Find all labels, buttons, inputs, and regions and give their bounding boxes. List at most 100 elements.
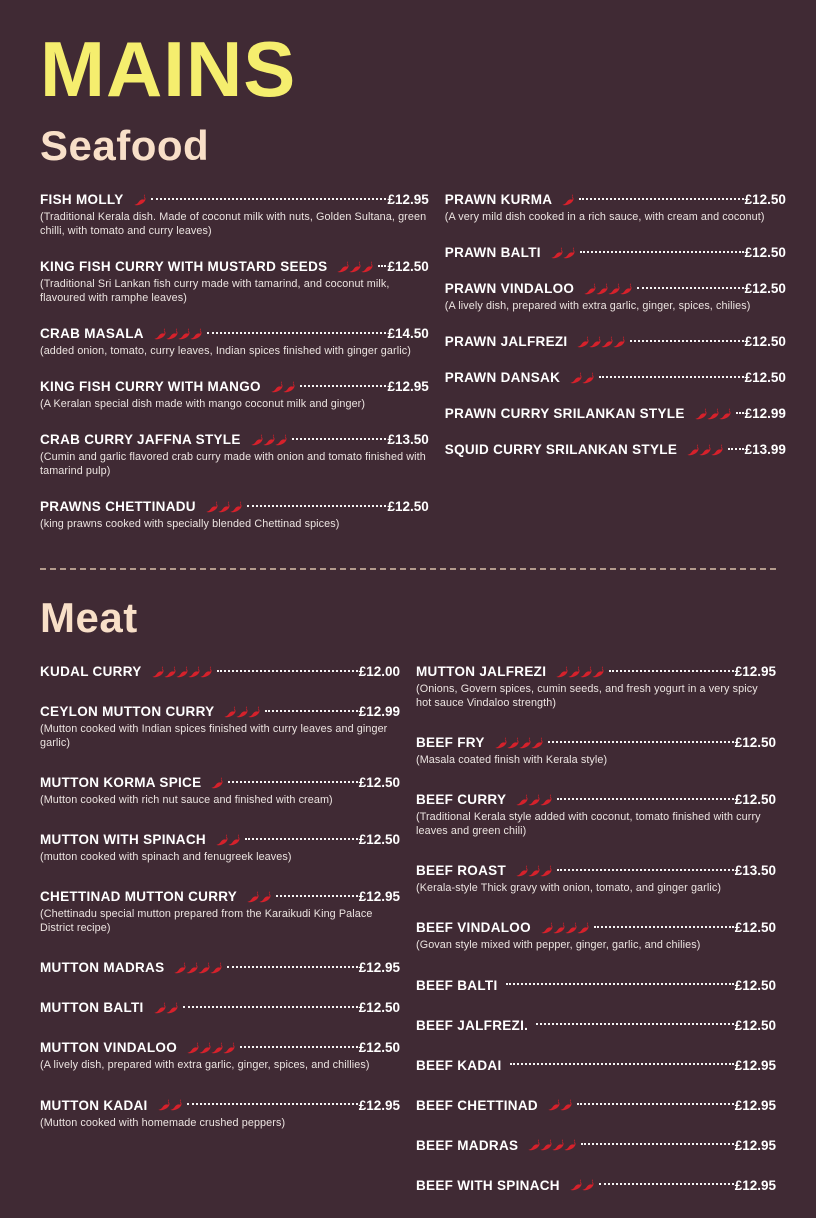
chili-pepper-icon — [565, 922, 577, 934]
chili-pepper-icon — [230, 501, 242, 513]
heat-level-icons — [525, 1138, 576, 1152]
item-row: BEEF WITH SPINACH £12.95 — [416, 1178, 776, 1193]
item-name: BEEF JALFREZI. — [416, 1017, 529, 1033]
heat-level-icons — [184, 1041, 235, 1055]
item-row: PRAWN JALFREZI £12.50 — [445, 334, 786, 349]
chili-pepper-icon — [361, 260, 373, 272]
chili-pepper-icon — [695, 407, 707, 419]
menu-item: CRAB MASALA £14.50 (added onion, tomato, c… — [40, 326, 429, 358]
menu-item: PRAWNS CHETTINADU £12.50 (king prawns cook… — [40, 499, 429, 531]
chili-pepper-icon — [134, 193, 146, 205]
item-name: BEEF VINDALOO — [416, 920, 531, 936]
heat-level-icons — [684, 443, 723, 457]
menu-item: SQUID CURRY SRILANKAN STYLE £13.99 — [445, 442, 786, 457]
heat-level-icons — [538, 921, 589, 935]
chili-pepper-icon — [528, 865, 540, 877]
chili-pepper-icon — [516, 794, 528, 806]
item-price: £13.50 — [387, 432, 429, 448]
menu-grid-seafood: FISH MOLLY £12.95 (Traditional Kerala dish… — [40, 192, 786, 552]
dotted-leader — [228, 780, 358, 783]
chili-pepper-icon — [528, 794, 540, 806]
heat-level-icons — [574, 335, 625, 349]
item-name: PRAWN JALFREZI — [444, 334, 568, 350]
menu-item: CEYLON MUTTON CURRY £12.99 (Mutton cooked … — [40, 704, 400, 750]
chili-pepper-icon — [620, 282, 632, 294]
chili-pepper-icon — [707, 407, 719, 419]
chili-pepper-icon — [188, 666, 200, 678]
item-description: (Chettinadu special mutton prepared from… — [40, 908, 373, 935]
item-name: MUTTON BALTI — [40, 1000, 144, 1016]
chili-pepper-icon — [224, 706, 236, 718]
item-price: £12.50 — [734, 920, 776, 936]
item-price: £12.95 — [734, 1057, 776, 1073]
item-row: BEEF BALTI £12.50 — [416, 978, 776, 993]
chili-pepper-icon — [540, 794, 552, 806]
item-row: PRAWN CURRY SRILANKAN STYLE £12.99 — [445, 406, 786, 421]
chili-pepper-icon — [178, 327, 190, 339]
chili-pepper-icon — [211, 1042, 223, 1054]
heat-level-icons — [553, 665, 604, 679]
item-row: KUDAL CURRY £12.00 — [40, 664, 400, 679]
item-row: MUTTON JALFREZI £12.95 — [416, 664, 776, 679]
chili-pepper-icon — [216, 834, 228, 846]
dotted-leader — [246, 504, 387, 507]
dotted-leader — [547, 740, 734, 743]
item-price: £12.00 — [358, 664, 400, 680]
menu-item: CRAB CURRY JAFFNA STYLE £13.50 (Cumin and … — [40, 432, 429, 478]
dotted-leader — [598, 1183, 734, 1185]
page-title: MAINS — [40, 25, 297, 113]
item-name: MUTTON KORMA SPICE — [40, 775, 202, 791]
chili-pepper-icon — [166, 327, 178, 339]
dotted-leader — [227, 965, 358, 968]
item-description: (Traditional Kerala style added with coc… — [416, 811, 761, 838]
heat-level-icons — [155, 1098, 182, 1112]
item-price: £12.95 — [358, 960, 400, 976]
item-row: MUTTON WITH SPINACH £12.50 — [40, 832, 400, 847]
chili-pepper-icon — [154, 327, 166, 339]
dotted-leader — [557, 797, 734, 800]
chili-pepper-icon — [251, 433, 263, 445]
dotted-leader — [609, 669, 734, 672]
item-name: CRAB MASALA — [40, 326, 144, 342]
item-name: KING FISH CURRY WITH MUSTARD SEEDS — [40, 259, 328, 275]
item-row: BEEF CHETTINAD £12.95 — [416, 1098, 776, 1113]
item-name: CRAB CURRY JAFFNA STYLE — [40, 432, 241, 448]
heat-level-icons — [221, 705, 260, 719]
heat-level-icons — [208, 776, 223, 790]
menu-item: MUTTON MADRAS £12.95 — [40, 960, 400, 975]
dotted-leader — [276, 894, 358, 897]
heat-level-icons — [692, 407, 731, 421]
dotted-leader — [735, 411, 744, 414]
heat-level-icons — [203, 500, 242, 514]
item-price: £12.95 — [358, 1097, 400, 1113]
chili-pepper-icon — [210, 962, 222, 974]
chili-pepper-icon — [283, 380, 295, 392]
item-row: BEEF ROAST £13.50 — [416, 863, 776, 878]
item-name: CEYLON MUTTON CURRY — [40, 704, 215, 720]
item-description: (Mutton cooked with homemade crushed pep… — [40, 1116, 286, 1129]
chili-pepper-icon — [200, 666, 212, 678]
chili-pepper-icon — [608, 282, 620, 294]
menu-item: PRAWN CURRY SRILANKAN STYLE £12.99 — [445, 406, 786, 421]
item-row: MUTTON KADAI £12.95 — [40, 1098, 400, 1113]
item-price: £12.99 — [358, 704, 400, 720]
chili-pepper-icon — [580, 666, 592, 678]
item-price: £12.50 — [358, 775, 400, 791]
dotted-leader — [581, 1143, 734, 1145]
menu-item: BEEF WITH SPINACH £12.95 — [416, 1178, 776, 1193]
menu-item: PRAWN DANSAK £12.50 — [445, 370, 786, 385]
menu-item: PRAWN BALTI £12.50 — [445, 245, 786, 260]
menu-item: BEEF ROAST £13.50 (Kerala-style Thick grav… — [416, 863, 776, 895]
item-row: FISH MOLLY £12.95 — [40, 192, 429, 207]
chili-pepper-icon — [613, 335, 625, 347]
menu-item: MUTTON KORMA SPICE £12.50 (Mutton cooked w… — [40, 775, 400, 807]
item-row: KING FISH CURRY WITH MUSTARD SEEDS £12.50 — [40, 259, 429, 274]
chili-pepper-icon — [719, 407, 731, 419]
item-name: PRAWN KURMA — [444, 192, 553, 207]
chili-pepper-icon — [248, 706, 260, 718]
item-row: PRAWN DANSAK £12.50 — [445, 370, 786, 385]
item-row: BEEF CURRY £12.50 — [416, 792, 776, 807]
dotted-leader — [557, 868, 734, 871]
menu-item: BEEF MADRAS £12.95 — [416, 1138, 776, 1153]
